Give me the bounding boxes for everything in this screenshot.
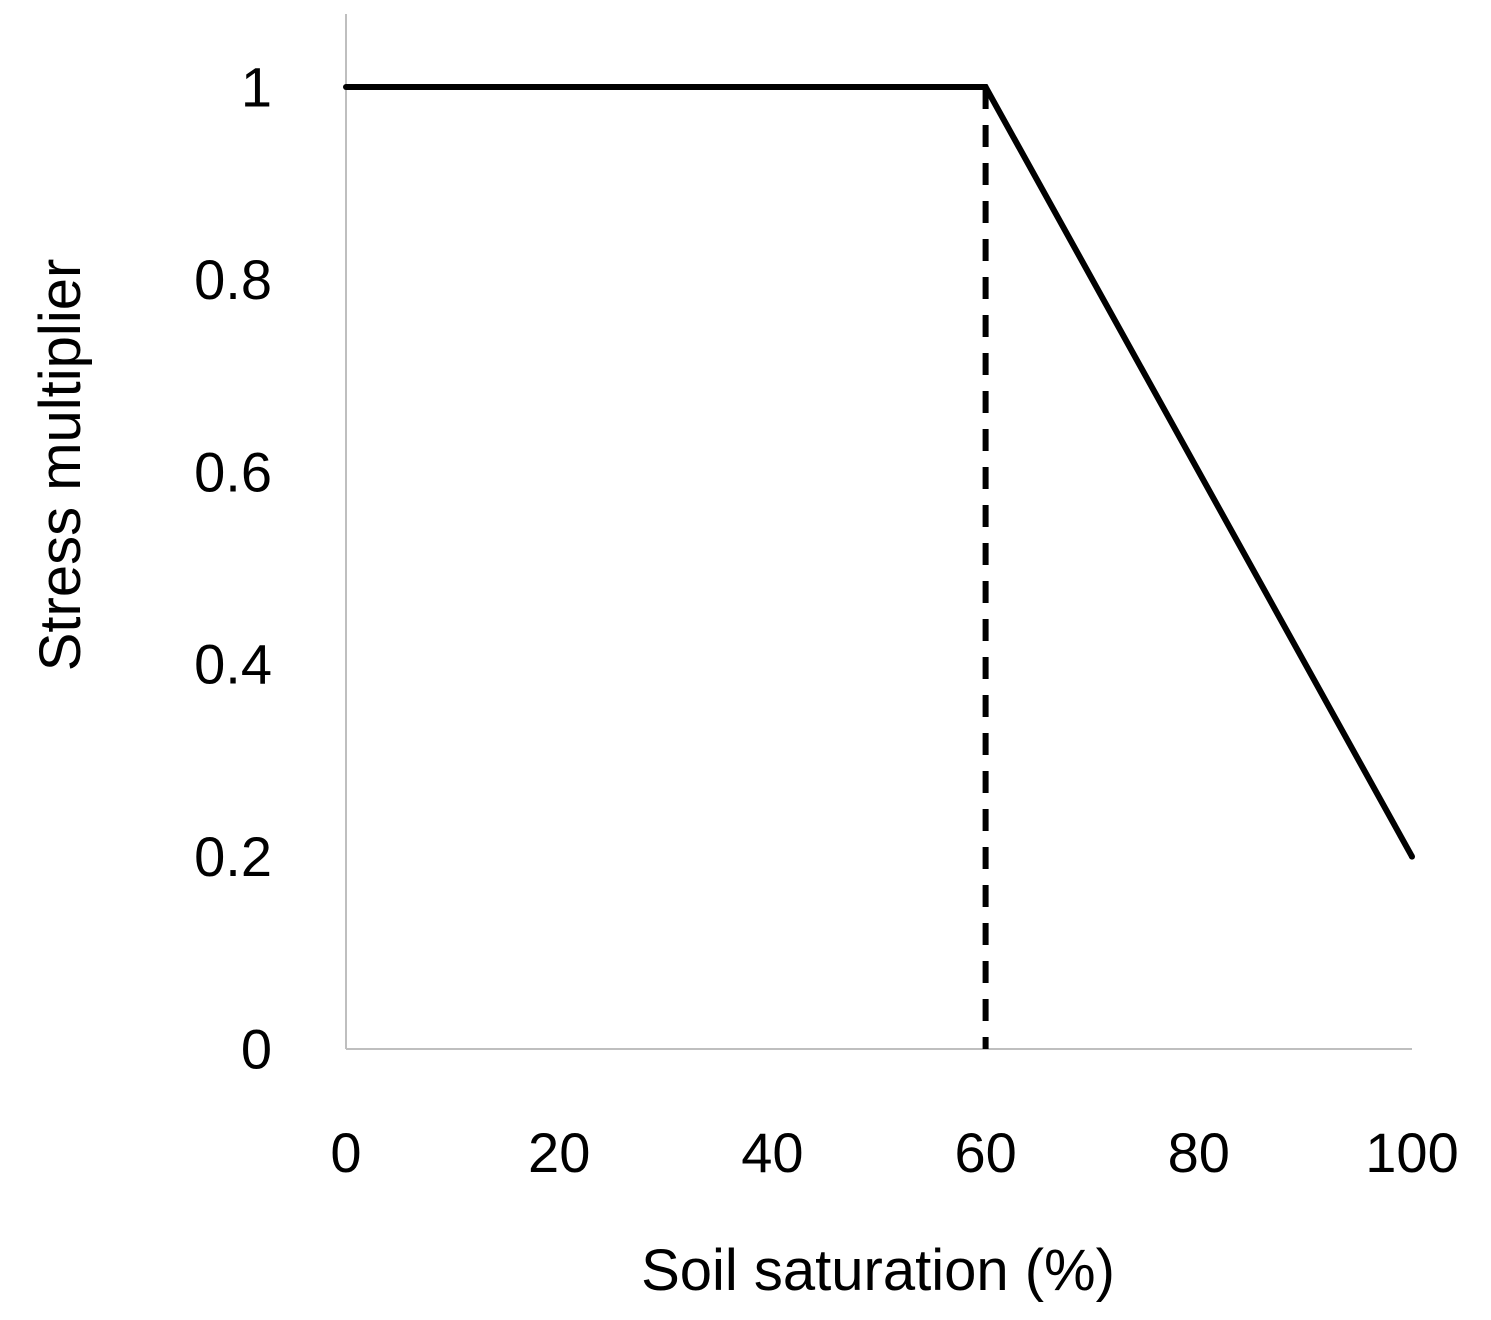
- x-tick-labels: 0 20 40 60 80 100: [330, 1121, 1458, 1184]
- y-tick-label: 0.4: [194, 633, 272, 696]
- x-tick-label: 80: [1168, 1121, 1230, 1184]
- x-tick-label: 40: [741, 1121, 803, 1184]
- y-tick-label: 0: [241, 1018, 272, 1081]
- x-axis-title: Soil saturation (%): [641, 1238, 1115, 1303]
- series-point-0-1: [982, 84, 989, 90]
- series-point-0-0: [343, 84, 349, 90]
- x-tick-label: 20: [528, 1121, 590, 1184]
- series-point-0-2: [1409, 853, 1415, 860]
- y-tick-labels: 0 0.2 0.4 0.6 0.8 1: [194, 56, 272, 1081]
- y-axis-title: Stress multiplier: [28, 259, 93, 672]
- x-tick-label: 0: [330, 1121, 361, 1184]
- y-tick-label: 0.8: [194, 248, 272, 311]
- y-tick-label: 0.2: [194, 825, 272, 888]
- plot-area: [343, 14, 1415, 1050]
- y-tick-label: 1: [241, 56, 272, 119]
- series-line-0: [346, 84, 1415, 859]
- x-tick-label: 60: [954, 1121, 1016, 1184]
- y-tick-label: 0.6: [194, 440, 272, 503]
- x-tick-label: 100: [1365, 1121, 1458, 1184]
